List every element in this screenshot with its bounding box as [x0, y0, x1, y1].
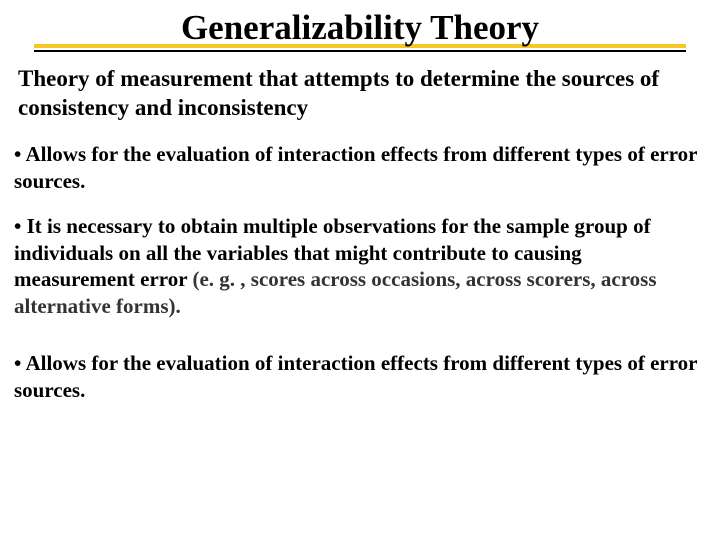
- bullet-marker: •: [14, 214, 27, 238]
- bullet-text: Allows for the evaluation of interaction…: [14, 351, 697, 402]
- slide-container: Generalizability Theory Theory of measur…: [0, 0, 720, 540]
- title-underline-black: [34, 50, 686, 52]
- slide-title-block: Generalizability Theory: [64, 8, 656, 54]
- bullet-text: Allows for the evaluation of interaction…: [14, 142, 697, 193]
- slide-title: Generalizability Theory: [181, 8, 539, 48]
- bullet-marker: •: [14, 142, 25, 166]
- bullet-item: • It is necessary to obtain multiple obs…: [14, 213, 706, 321]
- definition-text: Theory of measurement that attempts to d…: [18, 64, 702, 123]
- bullet-item: • Allows for the evaluation of interacti…: [14, 141, 706, 195]
- bullet-marker: •: [14, 351, 25, 375]
- bullet-item: • Allows for the evaluation of interacti…: [14, 350, 706, 404]
